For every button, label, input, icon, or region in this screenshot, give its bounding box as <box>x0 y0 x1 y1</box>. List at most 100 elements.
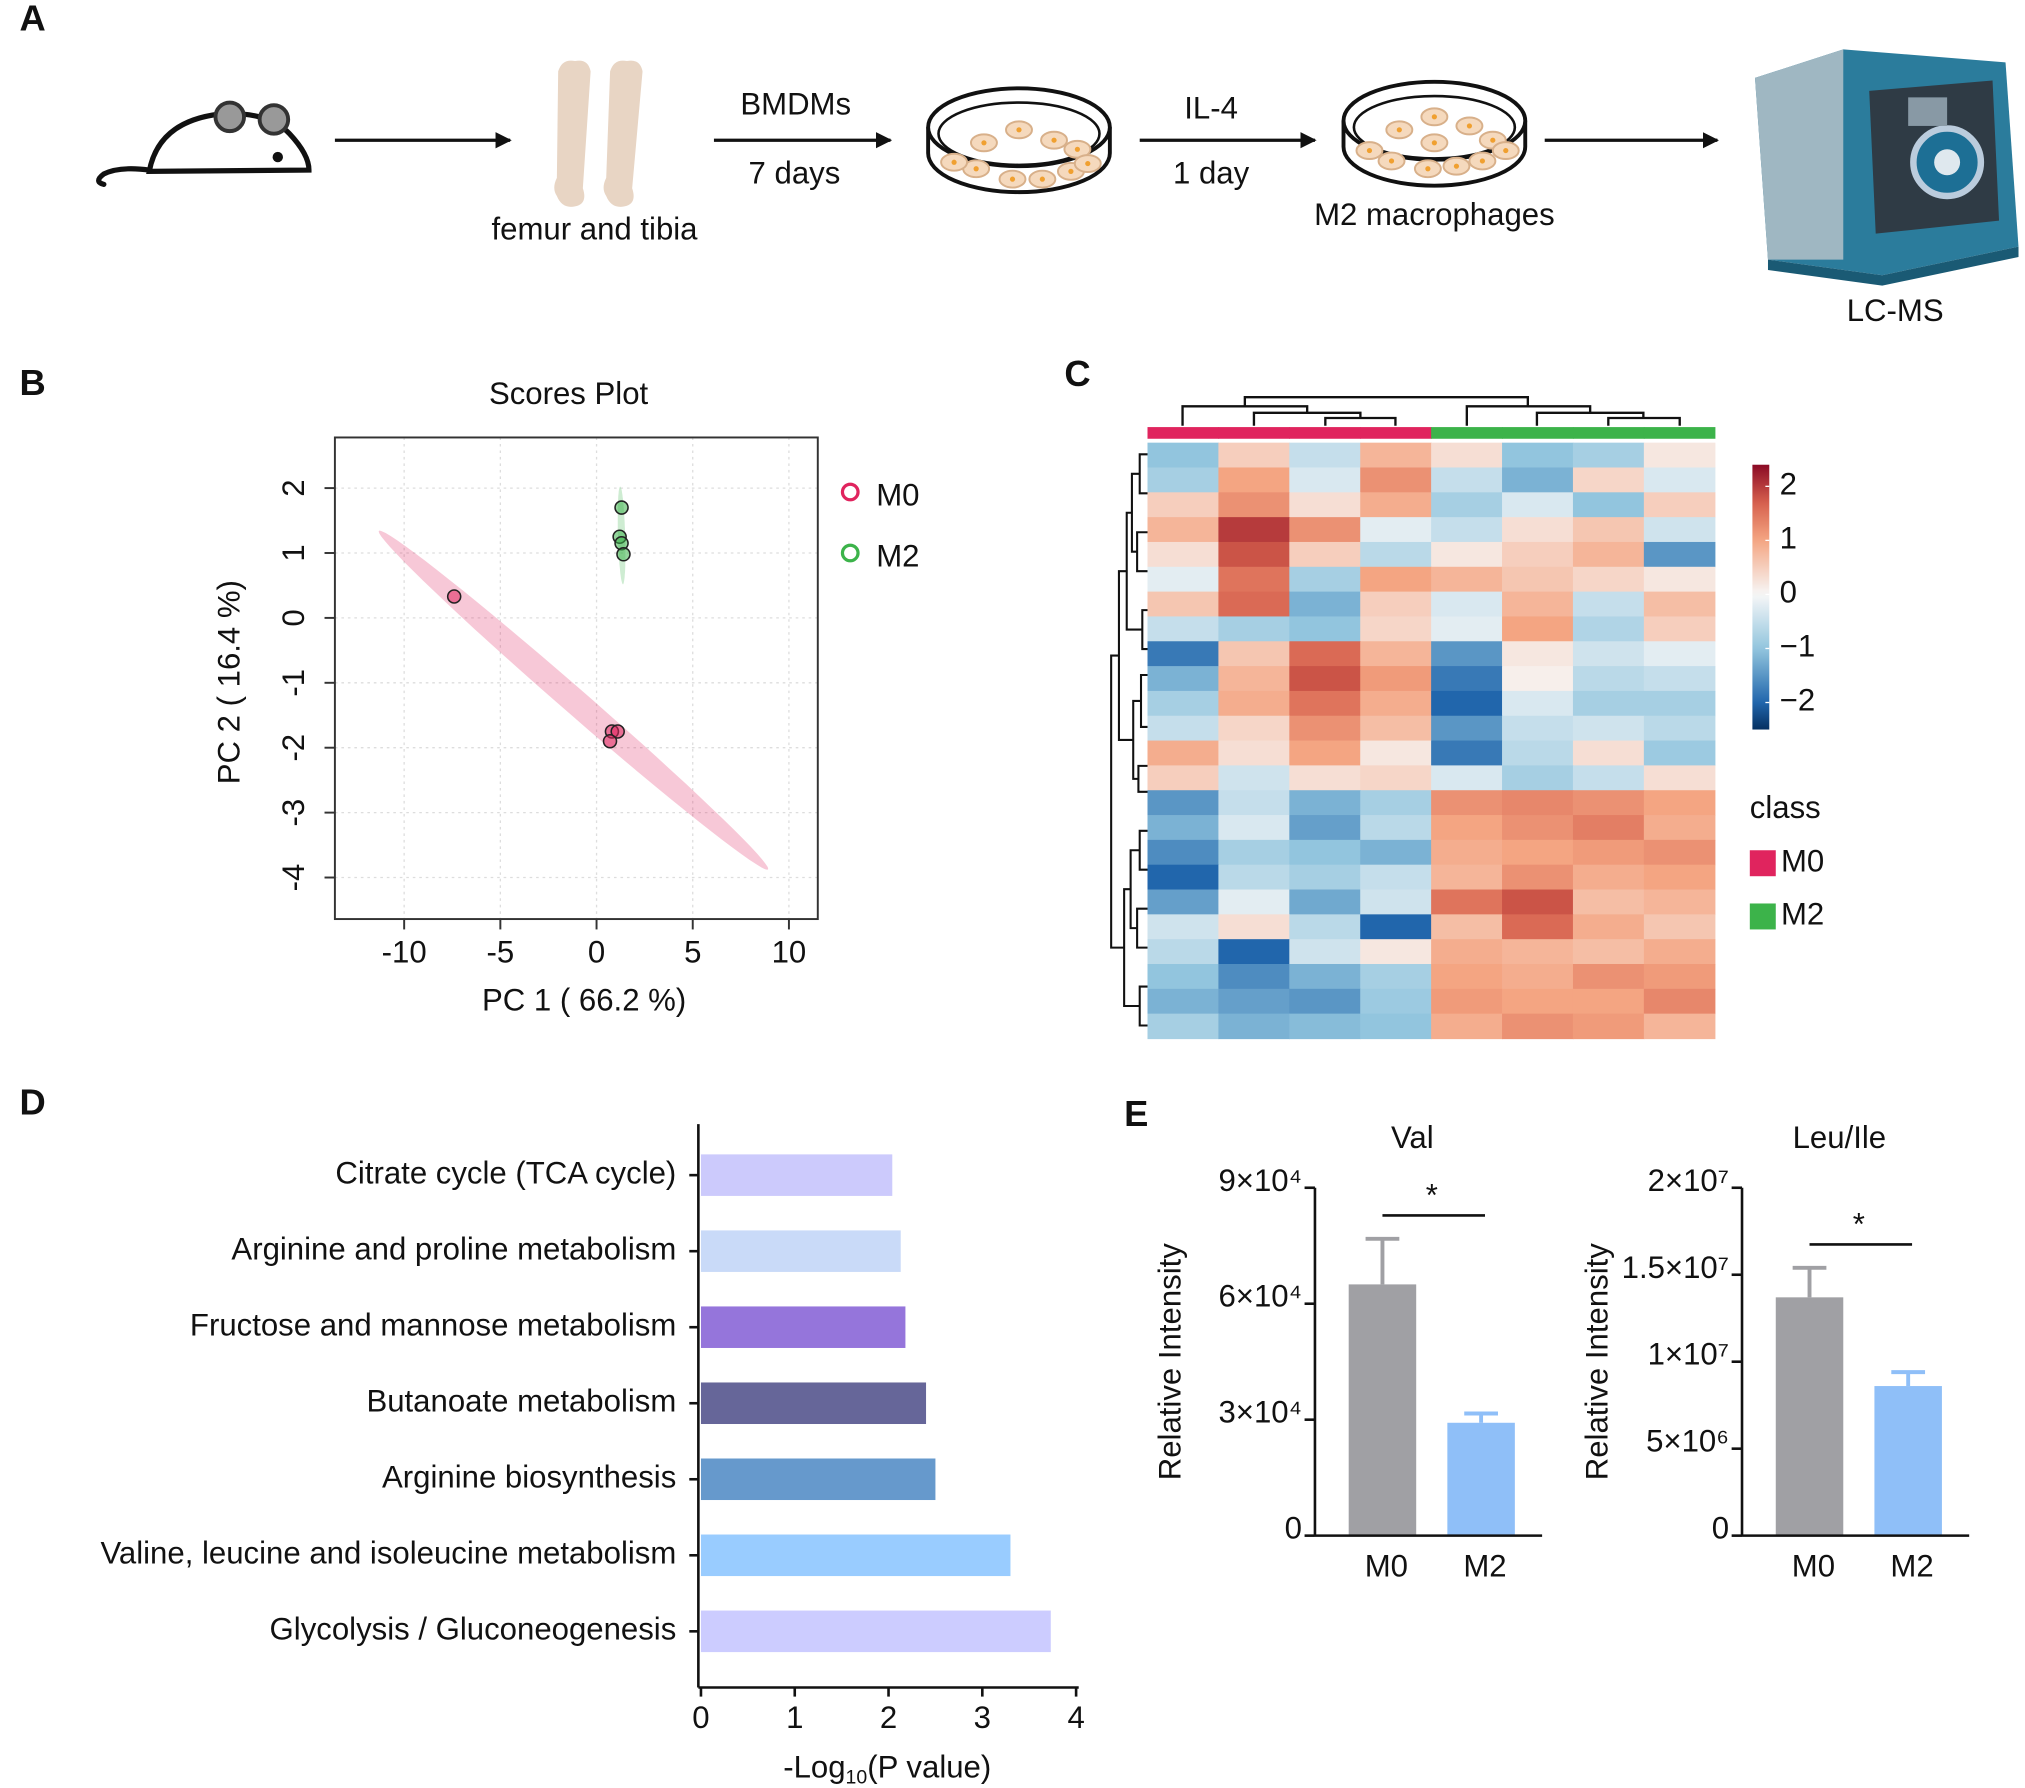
heatmap-cell <box>1643 939 1716 965</box>
heatmap-cell <box>1502 616 1574 642</box>
colorbar-tick-label: 2 <box>1780 467 1797 502</box>
heatmap-cell <box>1360 442 1432 469</box>
class-bar <box>1360 427 1432 439</box>
plot-frame <box>333 436 819 921</box>
bar <box>700 1306 906 1348</box>
heatmap-cell <box>1218 740 1290 767</box>
panel-label: C <box>1064 353 1090 394</box>
heatmap-cell <box>1572 790 1645 816</box>
heatmap-cell <box>1572 939 1645 965</box>
heatmap-cell <box>1572 666 1645 692</box>
y-axis-label: Relative Intensity <box>1579 1243 1614 1481</box>
x-tick-label: -10 <box>382 934 427 969</box>
heatmap-cell <box>1431 566 1503 593</box>
heatmap-cell <box>1218 914 1290 940</box>
point <box>616 547 631 562</box>
colorbar-tick-label: −1 <box>1780 629 1816 664</box>
heatmap-cell <box>1289 765 1361 791</box>
heatmap-cell <box>1431 889 1503 915</box>
heatmap-cell <box>1147 541 1220 568</box>
legend-label: M2 <box>1781 897 1824 932</box>
x-axis-label-part: -Log <box>783 1750 845 1785</box>
heatmap-cell <box>1289 864 1361 891</box>
panel-label: E <box>1124 1093 1148 1134</box>
heatmap-cell <box>1147 666 1220 692</box>
x-axis-label-part: (P value) <box>867 1750 991 1785</box>
heatmap-cell <box>1572 566 1645 593</box>
class-bar <box>1218 427 1290 439</box>
bar <box>1447 1422 1515 1536</box>
heatmap-cell <box>1572 442 1645 469</box>
heatmap-cell <box>1572 690 1645 717</box>
y-tick-label: 1.5×10⁷ <box>1622 1250 1729 1285</box>
heatmap-cell <box>1431 442 1503 469</box>
culture-dish <box>1341 79 1528 188</box>
heatmap-cell <box>1218 715 1290 742</box>
lc-ms-icon <box>1755 49 2019 286</box>
panel-label: B <box>19 362 45 403</box>
heatmap-cell <box>1289 988 1361 1015</box>
bar <box>700 1382 927 1425</box>
heatmap-cell <box>1572 963 1645 990</box>
bar <box>1348 1284 1417 1536</box>
y-axis-label: PC 2 ( 16.4 %) <box>211 580 246 784</box>
bar <box>700 1230 901 1272</box>
heatmap-cell <box>1147 467 1220 493</box>
heatmap-cell <box>1572 641 1645 667</box>
heatmap-cell <box>1431 517 1503 543</box>
heatmap-cell <box>1360 641 1432 667</box>
x-tick-label: 4 <box>1067 1700 1084 1735</box>
y-tick-label: 5×10⁶ <box>1646 1424 1729 1459</box>
heatmap-cell <box>1431 715 1503 742</box>
heatmap-cell <box>1147 740 1220 767</box>
heatmap-cell <box>1218 616 1290 642</box>
heatmap-cell <box>1572 591 1645 618</box>
heatmap-cell <box>1360 790 1432 816</box>
y-tick-label: Fructose and mannose metabolism <box>190 1307 676 1342</box>
heatmap-cell <box>1431 963 1503 990</box>
y-tick-label: -3 <box>276 799 311 827</box>
heatmap-cell <box>1289 963 1361 990</box>
bone-icon <box>554 60 643 207</box>
step-label: BMDMs <box>740 87 851 122</box>
heatmap-cell <box>1502 442 1574 469</box>
heatmap-cell <box>1147 715 1220 742</box>
heatmap-cell <box>1572 988 1645 1015</box>
heatmap-cell <box>1147 790 1220 816</box>
heatmap-cell <box>1431 591 1503 618</box>
heatmap-cell <box>1502 467 1574 493</box>
heatmap-cell <box>1502 740 1574 767</box>
x-tick-label: M2 <box>1463 1548 1506 1583</box>
point <box>614 500 629 515</box>
colorbar-tick-label: 1 <box>1780 521 1797 556</box>
significance-label: * <box>1853 1206 1865 1241</box>
heatmap-cell <box>1502 790 1574 816</box>
heatmap-cell <box>1431 864 1503 891</box>
heatmap-cell <box>1431 666 1503 692</box>
heatmap-cell <box>1218 889 1290 915</box>
heatmap-cell <box>1147 914 1220 940</box>
x-tick-label: 5 <box>684 934 701 969</box>
heatmap-cell <box>1431 1013 1503 1040</box>
legend-marker <box>840 543 860 563</box>
heatmap-cell <box>1643 715 1716 742</box>
heatmap-cell <box>1218 541 1290 568</box>
y-tick-label: -2 <box>276 734 311 762</box>
step-label: femur and tibia <box>492 211 699 246</box>
point <box>446 589 462 604</box>
x-tick-label: 1 <box>786 1700 803 1735</box>
legend-title: class <box>1750 790 1821 825</box>
heatmap-cell <box>1147 616 1220 642</box>
heatmap-cell <box>1643 889 1716 915</box>
heatmap-cell <box>1218 839 1290 866</box>
x-tick-label: M0 <box>1792 1548 1835 1583</box>
heatmap-cell <box>1360 467 1432 493</box>
step-label: 7 days <box>749 155 841 190</box>
heatmap-cell <box>1572 517 1645 543</box>
heatmap-cell <box>1218 988 1290 1015</box>
heatmap-cell <box>1572 914 1645 940</box>
point <box>602 733 618 749</box>
heatmap-cell <box>1289 715 1361 742</box>
class-bar <box>1572 427 1645 439</box>
